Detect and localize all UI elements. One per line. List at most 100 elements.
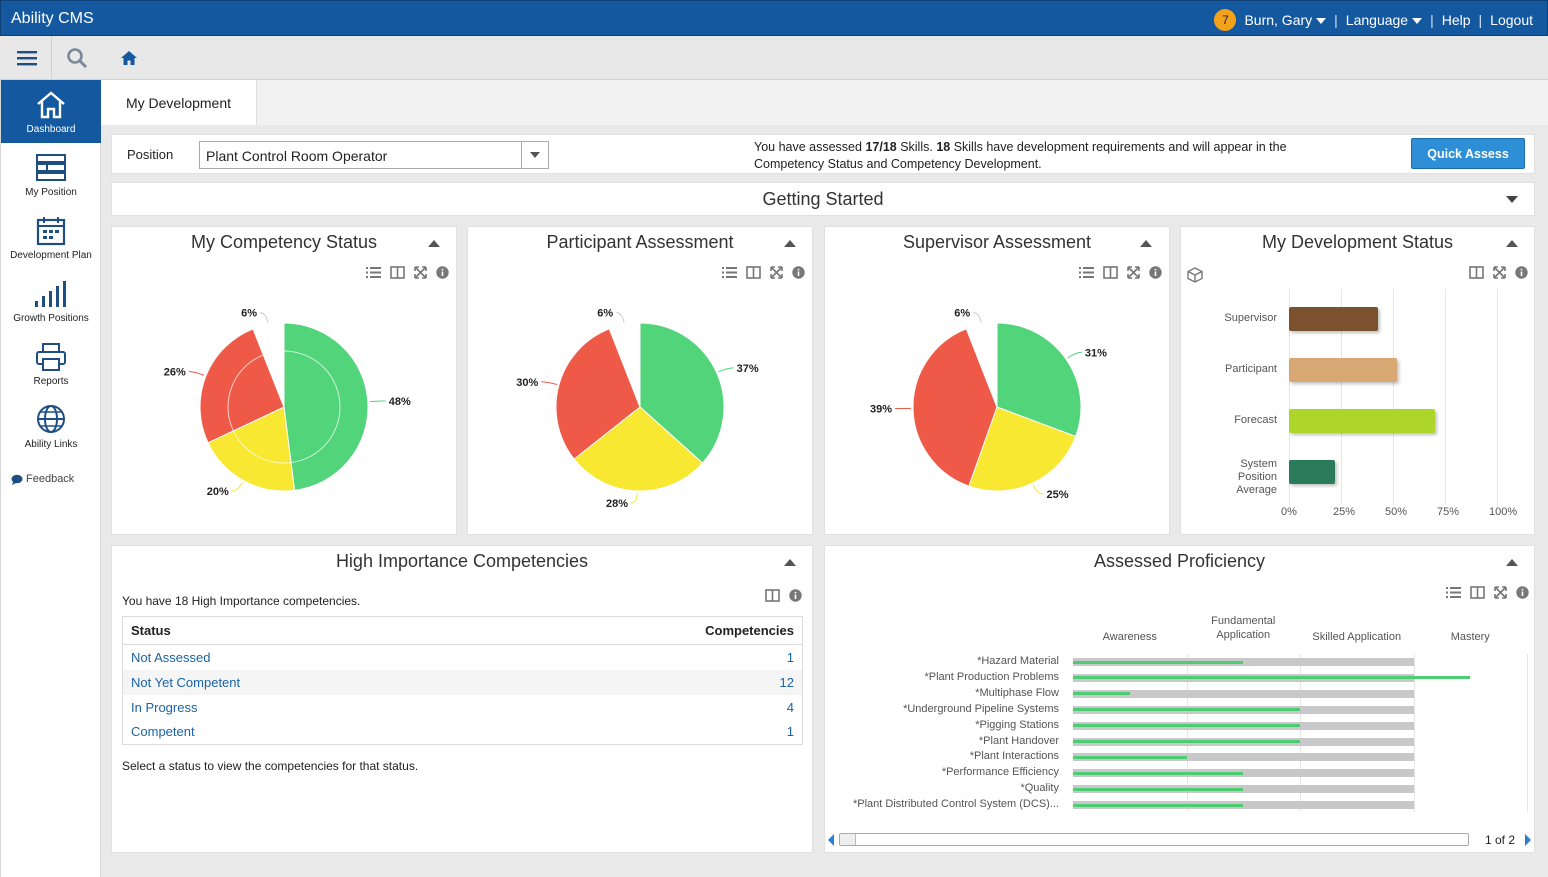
columns-icon[interactable] [1470,586,1485,599]
cube-icon[interactable] [1187,267,1203,283]
language-menu[interactable]: Language [1346,12,1423,28]
dev-status-bar[interactable] [1289,358,1398,382]
status-link[interactable]: Competent [131,724,195,740]
table-row[interactable]: Competent 1 [123,720,803,745]
notification-badge[interactable]: 7 [1214,9,1237,31]
status-link[interactable]: Not Yet Competent [122,669,493,695]
competencies-header[interactable]: Competencies [492,616,803,645]
home-button[interactable] [104,36,154,80]
assessed-level-bar[interactable] [1073,740,1300,743]
feedback-link[interactable]: Feedback [11,473,74,485]
sidebar-item-ability-links[interactable]: Ability Links [1,395,101,458]
expand-icon[interactable] [414,266,427,279]
assessed-level-bar[interactable] [1073,755,1187,759]
collapse-icon[interactable] [784,240,796,247]
info-icon[interactable] [436,266,449,279]
help-link[interactable]: Help [1441,12,1471,28]
pie-slice[interactable] [573,406,704,492]
required-level-bar[interactable] [1073,801,1414,810]
columns-icon[interactable] [1469,266,1484,279]
required-level-bar[interactable] [1073,658,1414,666]
scroll-thumb[interactable] [840,834,856,845]
assessed-level-bar[interactable] [1073,708,1300,712]
count-link[interactable]: 1 [786,724,794,740]
table-row[interactable]: In Progress 4 [123,695,803,720]
sidebar-item-dashboard[interactable]: Dashboard [1,80,101,143]
assessed-level-bar[interactable] [1073,676,1471,680]
pie-slice[interactable] [968,406,1077,492]
pie-slice[interactable] [912,328,998,487]
assessed-level-bar[interactable] [1073,803,1244,807]
pie-slice[interactable] [965,322,998,408]
assessed-level-bar[interactable] [1073,692,1130,696]
info-icon[interactable] [1516,586,1529,599]
chevron-down-icon[interactable] [1506,196,1518,203]
assessed-level-bar[interactable] [1073,787,1244,791]
info-icon[interactable] [789,589,802,602]
list-icon[interactable] [722,266,737,279]
collapse-icon[interactable] [1506,559,1518,566]
sidebar-item-reports[interactable]: Reports [1,332,101,395]
assessed-level-bar[interactable] [1073,660,1244,664]
count-link[interactable]: 12 [492,669,803,695]
count-link[interactable]: 4 [786,699,794,715]
position-select[interactable]: Plant Control Room Operator [199,141,549,169]
assessed-level-bar[interactable] [1073,724,1300,728]
pie-slice[interactable] [639,322,725,464]
list-icon[interactable] [366,266,381,279]
status-link[interactable]: Not Assessed [131,649,211,665]
columns-icon[interactable] [746,266,761,279]
info-icon[interactable] [1515,266,1528,279]
pie-slice[interactable] [555,328,641,460]
quick-assess-button[interactable]: Quick Assess [1411,138,1525,169]
pie-slice[interactable] [199,328,285,444]
pie-slice[interactable] [252,322,285,408]
scroll-left-icon[interactable] [828,834,834,846]
table-row[interactable]: Not Yet Competent 12 [122,669,803,695]
collapse-icon[interactable] [784,559,796,566]
status-link[interactable]: In Progress [131,699,198,715]
search-button[interactable] [52,36,102,80]
pie-slice[interactable] [996,322,1082,438]
horizontal-scrollbar[interactable] [839,833,1469,846]
required-level-bar[interactable] [1073,769,1414,778]
next-page-icon[interactable] [1525,834,1531,846]
user-menu[interactable]: Burn, Gary [1244,12,1327,28]
pie-slice[interactable] [608,322,641,408]
logout-link[interactable]: Logout [1490,12,1533,28]
sidebar-item-my-position[interactable]: My Position [1,143,101,206]
getting-started-panel[interactable]: Getting Started [111,182,1535,216]
menu-button[interactable] [2,36,52,80]
list-icon[interactable] [1446,586,1461,599]
columns-icon[interactable] [1103,266,1118,279]
assessed-level-bar[interactable] [1073,771,1244,775]
expand-icon[interactable] [1493,266,1506,279]
list-icon[interactable] [1079,266,1094,279]
columns-icon[interactable] [390,266,405,279]
dev-status-bar[interactable] [1289,307,1379,331]
expand-icon[interactable] [770,266,783,279]
collapse-icon[interactable] [1140,240,1152,247]
status-header[interactable]: Status [122,616,493,645]
info-icon[interactable] [1149,266,1162,279]
expand-icon[interactable] [1127,266,1140,279]
tab-my-development[interactable]: My Development [101,80,257,125]
pie-slice[interactable] [207,406,296,492]
required-level-bar[interactable] [1073,753,1414,762]
competency-label: *Plant Distributed Control System (DCS).… [852,798,1059,811]
columns-icon[interactable] [765,589,780,602]
required-level-bar[interactable] [1073,689,1414,698]
dev-status-bar[interactable] [1289,409,1435,433]
pie-slice[interactable] [283,322,369,491]
dev-status-bar[interactable] [1289,460,1335,484]
table-row[interactable]: Not Assessed 1 [123,645,803,670]
collapse-icon[interactable] [428,240,440,247]
collapse-icon[interactable] [1506,240,1518,247]
info-icon[interactable] [792,266,805,279]
expand-icon[interactable] [1494,586,1507,599]
required-level-bar[interactable] [1073,785,1414,794]
sidebar-item-growth-positions[interactable]: Growth Positions [1,269,101,332]
count-link[interactable]: 1 [786,649,794,665]
sidebar-item-development-plan[interactable]: Development Plan [1,206,101,269]
dropdown-toggle[interactable] [521,142,548,168]
